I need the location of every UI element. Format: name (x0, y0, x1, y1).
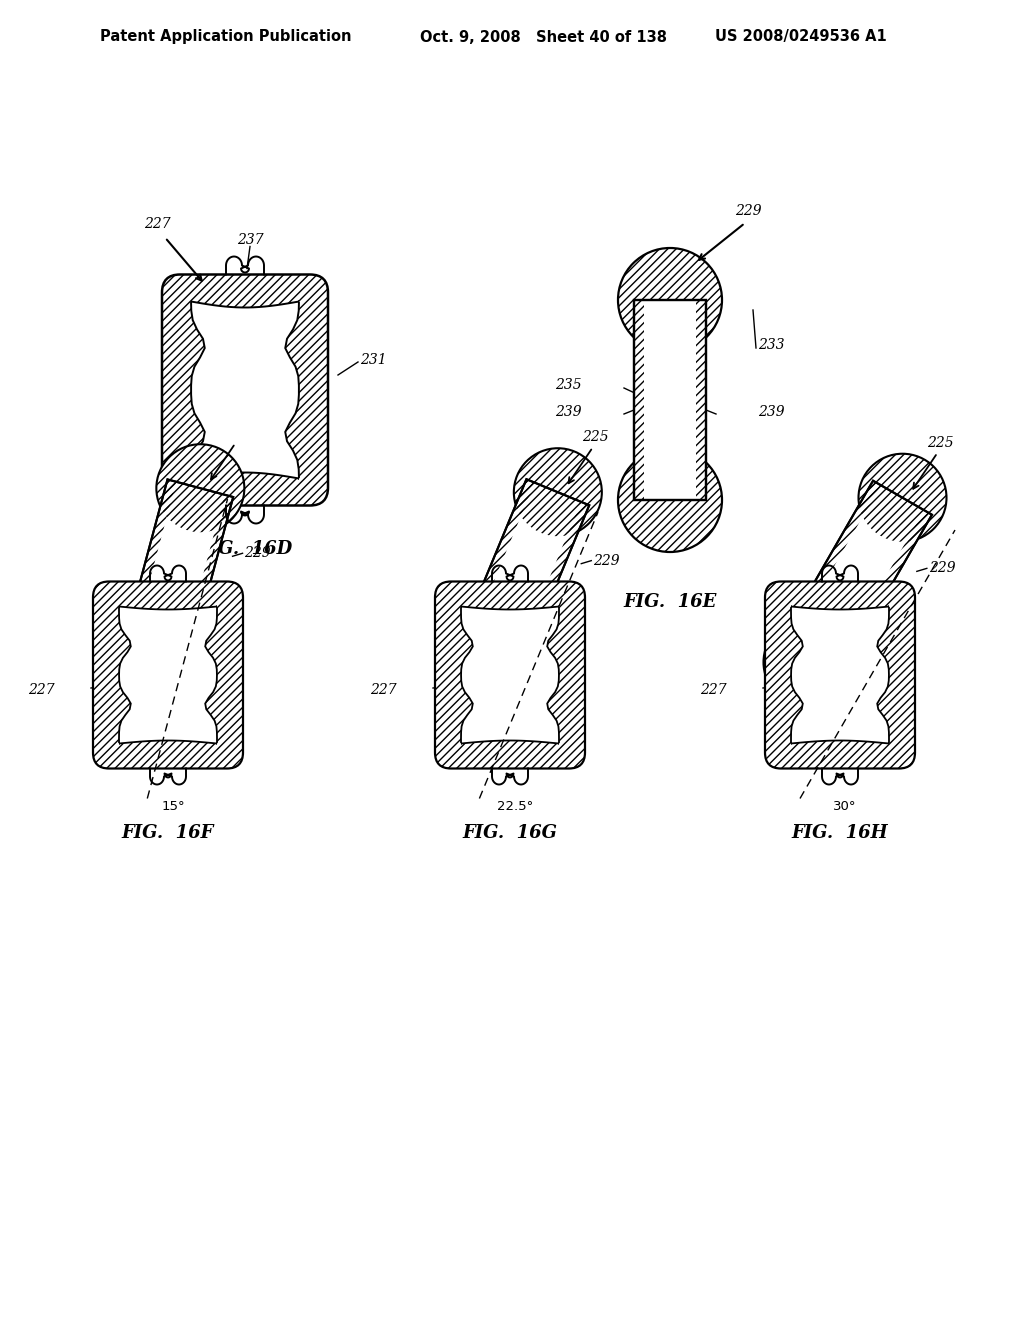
Polygon shape (191, 301, 299, 479)
Text: 22.5°: 22.5° (497, 800, 534, 813)
Polygon shape (778, 480, 932, 680)
Text: 229: 229 (929, 561, 955, 576)
Text: Patent Application Publication: Patent Application Publication (100, 29, 351, 45)
FancyBboxPatch shape (435, 582, 585, 768)
Polygon shape (791, 606, 889, 743)
Text: 239: 239 (758, 405, 784, 418)
Circle shape (618, 447, 722, 552)
Text: FIG.  16F: FIG. 16F (122, 825, 214, 842)
Text: 227: 227 (29, 682, 55, 697)
FancyBboxPatch shape (93, 582, 243, 768)
Text: 233: 233 (758, 338, 784, 352)
Circle shape (764, 618, 852, 706)
Text: FIG.  16D: FIG. 16D (198, 540, 293, 558)
Circle shape (618, 248, 722, 352)
Text: 231: 231 (360, 352, 387, 367)
Circle shape (108, 628, 196, 715)
Text: US 2008/0249536 A1: US 2008/0249536 A1 (715, 29, 887, 45)
Text: 237: 237 (237, 234, 263, 248)
Text: 225: 225 (583, 430, 609, 445)
Text: 235: 235 (555, 378, 582, 392)
Polygon shape (634, 300, 706, 500)
Text: 229: 229 (734, 205, 761, 218)
Polygon shape (461, 606, 559, 743)
Circle shape (858, 454, 946, 541)
Text: FIG.  16E: FIG. 16E (624, 593, 717, 611)
Text: 225: 225 (225, 426, 252, 441)
Text: 237: 237 (237, 433, 263, 447)
Text: FIG.  16H: FIG. 16H (792, 825, 888, 842)
Text: 225: 225 (927, 436, 953, 450)
Text: Oct. 9, 2008   Sheet 40 of 138: Oct. 9, 2008 Sheet 40 of 138 (420, 29, 667, 45)
Polygon shape (454, 479, 589, 681)
Text: 227: 227 (700, 682, 727, 697)
Text: 239: 239 (555, 405, 582, 418)
Circle shape (514, 449, 602, 536)
Text: FIG.  16G: FIG. 16G (463, 825, 557, 842)
Text: 229: 229 (593, 553, 620, 568)
Text: 15°: 15° (161, 800, 184, 813)
Text: 227: 227 (371, 682, 397, 697)
Text: 229: 229 (245, 546, 271, 560)
Text: 30°: 30° (834, 800, 857, 813)
FancyBboxPatch shape (765, 582, 915, 768)
Polygon shape (119, 479, 233, 681)
FancyBboxPatch shape (162, 275, 328, 506)
Text: 227: 227 (143, 218, 170, 231)
Circle shape (441, 624, 529, 711)
Circle shape (157, 445, 245, 532)
Polygon shape (119, 606, 217, 743)
